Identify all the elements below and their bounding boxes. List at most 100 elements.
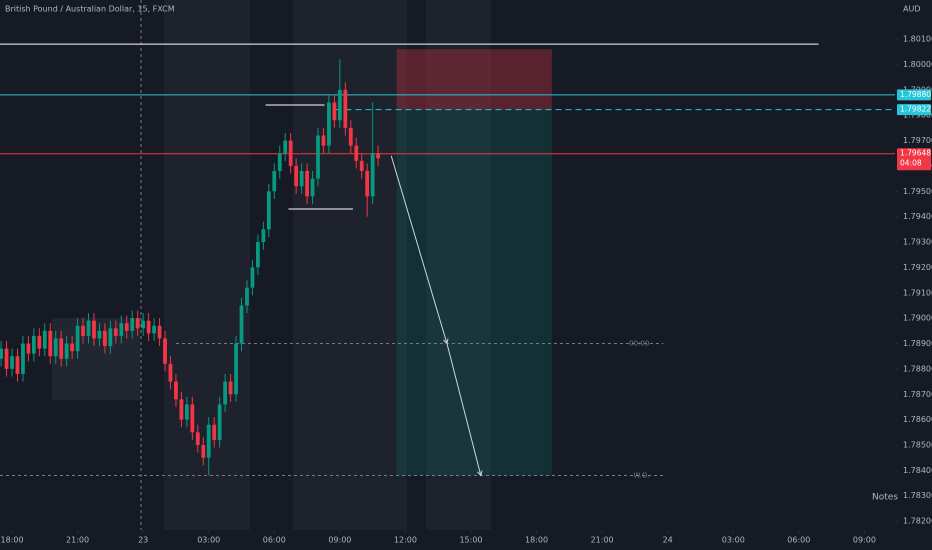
candle-body: [228, 381, 233, 395]
candle-body: [37, 335, 42, 349]
arrow-head: [443, 338, 449, 345]
y-tick-label: 1.78900: [903, 339, 932, 348]
y-tick-label: 1.79200: [903, 263, 932, 272]
y-tick-label: 1.79000: [903, 314, 932, 323]
target-zone: [396, 109, 552, 476]
y-tick-label: 1.79100: [903, 288, 932, 297]
candle-body: [97, 330, 102, 339]
candle-body: [343, 89, 348, 128]
candle-body: [272, 171, 277, 192]
chart-title: British Pound / Australian Dollar, 15, F…: [5, 5, 175, 14]
candle-body: [15, 356, 20, 374]
stop-zone: [396, 49, 552, 110]
candle-body: [206, 424, 211, 458]
candle-body: [108, 328, 113, 347]
candle-body: [299, 171, 304, 187]
candle-body: [316, 135, 320, 179]
candle-body: [31, 335, 36, 354]
candle-body: [130, 318, 135, 331]
candle-body: [245, 287, 249, 306]
candle-body: [124, 323, 129, 331]
candle-body: [305, 171, 309, 197]
candle-body: [250, 267, 255, 288]
candle-body: [201, 445, 206, 458]
candle-body: [294, 165, 299, 187]
candle-body: [152, 325, 156, 334]
candle-body: [354, 145, 359, 161]
candle-body: [327, 102, 331, 146]
x-tick-label: 18:00: [525, 536, 548, 545]
y-tick-label: 1.78300: [903, 491, 932, 500]
session-band: [426, 0, 491, 530]
candle-body: [190, 404, 195, 433]
y-tick-label: 1.78600: [903, 415, 932, 424]
candle-body: [223, 381, 228, 405]
candle-body: [174, 381, 178, 400]
candle-body: [337, 89, 342, 121]
candle-body: [157, 325, 162, 339]
price-badge: [897, 89, 931, 101]
candle-body: [103, 330, 107, 347]
y-tick-label: 1.78200: [903, 517, 932, 526]
x-tick-label: 06:00: [787, 536, 810, 545]
y-tick-label: 1.78700: [903, 390, 932, 399]
candle-body: [288, 140, 293, 166]
candle-body: [283, 140, 288, 154]
price-badge-label: 1.79880: [900, 90, 931, 99]
candle-body: [321, 135, 326, 146]
x-tick-label: 24: [663, 536, 673, 545]
candle-body: [86, 320, 91, 336]
candle-body: [212, 424, 217, 440]
candle-body: [348, 127, 353, 146]
level-text: 00:00: [629, 340, 649, 348]
candle-body: [359, 160, 364, 172]
x-tick-label: 06:00: [263, 536, 286, 545]
axes: 1.801001.800001.799001.798001.797001.796…: [0, 35, 932, 545]
x-tick-label: 09:00: [328, 536, 351, 545]
x-tick-label: 12:00: [394, 536, 417, 545]
candle-body: [332, 102, 337, 121]
countdown: 04:08: [900, 159, 922, 168]
candle-body: [48, 330, 53, 357]
candle-body: [119, 323, 124, 336]
price-badge: [897, 148, 931, 171]
candle-body: [75, 325, 80, 352]
candle-body: [42, 330, 47, 349]
x-tick-label: 15:00: [459, 536, 482, 545]
level-text: W.O.: [634, 471, 650, 479]
session-band: [293, 0, 407, 530]
plot: 00:00 W.O.: [0, 43, 895, 479]
y-tick-label: 1.80000: [903, 60, 932, 69]
y-tick-label: 1.79500: [903, 187, 932, 196]
candle-body: [376, 153, 381, 159]
x-tick-label: 23: [138, 536, 148, 545]
y-tick-label: 1.79400: [903, 212, 932, 221]
candle-body: [4, 348, 9, 369]
candle-body: [234, 343, 238, 395]
candle-body: [261, 229, 266, 243]
x-tick-label: 21:00: [591, 536, 614, 545]
price-badge: [897, 104, 931, 116]
x-tick-label: 18:00: [0, 536, 23, 545]
candle-body: [0, 348, 3, 359]
candle-body: [255, 242, 260, 268]
candle-body: [141, 320, 146, 329]
currency: AUD: [903, 5, 921, 14]
candle-body: [184, 404, 189, 420]
candle-body: [370, 153, 375, 197]
candle-body: [59, 338, 64, 359]
y-tick-label: 1.78800: [903, 364, 932, 373]
y-tick-label: 1.80100: [903, 35, 932, 44]
candle-body: [10, 356, 14, 369]
notes[interactable]: Notes: [872, 493, 898, 503]
candle-body: [365, 171, 370, 197]
candle-body: [113, 328, 118, 336]
candle-body: [53, 338, 58, 357]
candle-body: [179, 399, 184, 420]
candle-body: [266, 191, 271, 230]
candle-body: [135, 318, 140, 329]
y-tick-label: 1.79300: [903, 238, 932, 247]
x-tick-label: 09:00: [853, 536, 876, 545]
candle-body: [310, 178, 315, 197]
